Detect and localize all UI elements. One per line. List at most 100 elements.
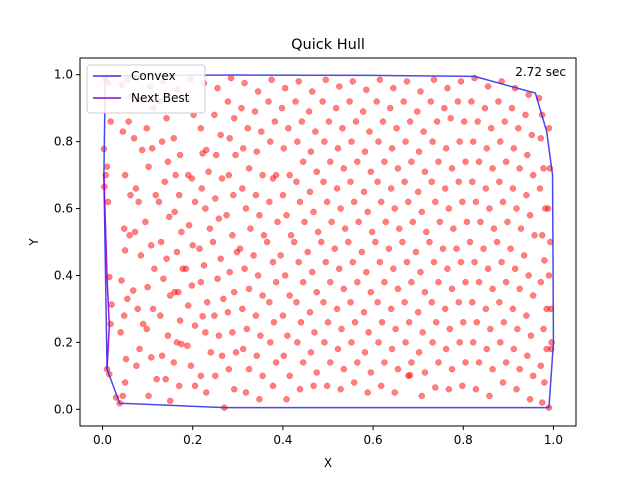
data-point-331 [375,339,382,346]
data-point-472 [498,258,505,266]
data-point-464 [495,98,502,105]
data-point-324 [377,198,385,206]
data-point-43 [136,345,143,353]
data-point-428 [456,339,463,346]
data-point-347 [388,345,396,353]
data-point-226 [299,158,307,165]
data-point-263 [322,258,329,266]
data-point-115 [206,225,214,232]
data-point-72 [157,312,164,319]
data-point-9 [108,301,115,308]
data-point-242 [313,168,320,175]
legend-frame [86,64,206,114]
data-point-396 [429,339,436,346]
data-point-161 [239,145,247,152]
data-point-401 [447,114,454,122]
data-point-334 [390,84,397,92]
points-layer [100,74,555,411]
data-point-375 [412,248,420,256]
data-point-385 [433,118,441,125]
data-point-354 [408,158,415,165]
data-point-476 [497,339,504,346]
data-point-518 [541,257,548,264]
data-point-332 [381,359,388,366]
data-point-54 [144,283,151,291]
data-point-386 [429,138,436,145]
data-point-326 [372,238,379,246]
data-point-378 [414,309,422,316]
data-point-116 [196,245,203,252]
data-point-136 [211,312,218,319]
data-point-53 [151,265,158,273]
legend: Convex Next Best [86,64,206,114]
data-point-36 [132,185,140,192]
data-point-178 [259,171,266,179]
data-point-297 [347,298,354,306]
data-point-166 [236,245,244,252]
data-point-104 [191,322,199,329]
y-tick-label-1: 0.2 [54,335,73,349]
data-point-391 [426,238,433,246]
data-point-253 [310,382,317,390]
data-point-238 [308,88,316,95]
data-point-291 [347,178,354,186]
data-point-462 [486,392,493,400]
data-point-63 [158,138,166,145]
data-point-339 [387,185,395,192]
data-point-330 [378,319,386,326]
data-point-215 [281,272,289,279]
data-point-410 [441,305,449,313]
data-point-254 [322,76,329,83]
data-point-322 [381,158,388,165]
data-point-361 [401,298,408,306]
data-point-492 [510,345,518,353]
data-point-145 [232,151,239,159]
data-point-444 [469,339,477,346]
data-point-280 [340,285,348,293]
data-point-106 [187,362,195,370]
data-point-186 [257,332,264,339]
data-point-507 [527,332,535,339]
data-point-470 [504,218,511,226]
data-point-403 [448,165,456,172]
data-point-258 [327,158,334,165]
data-point-174 [254,88,262,95]
data-point-123 [197,372,205,380]
series-line-next-best [103,174,111,370]
data-point-129 [218,175,226,182]
data-point-27 [120,312,128,319]
data-point-395 [432,319,440,326]
data-point-525 [538,399,546,406]
data-point-500 [523,191,530,199]
data-point-448 [481,104,489,112]
data-point-23 [126,232,133,239]
data-point-341 [395,225,403,232]
data-point-376 [417,268,424,276]
data-point-366 [406,371,414,379]
data-point-498 [524,151,531,159]
data-point-212 [283,211,290,219]
data-point-225 [294,138,301,145]
data-point-362 [405,319,413,326]
data-point-351 [400,98,407,105]
data-point-360 [408,278,415,286]
data-point-50 [152,191,159,199]
data-point-76 [166,397,174,405]
data-point-287 [346,98,353,105]
x-tick-label-5: 1.0 [544,433,563,447]
data-point-183 [254,272,262,279]
data-point-241 [307,148,315,155]
data-point-382 [418,392,426,400]
data-point-217 [279,312,287,319]
data-point-171 [239,345,247,353]
data-point-415 [457,78,465,85]
data-point-92 [175,382,183,390]
data-point-328 [381,278,388,286]
data-point-445 [475,359,483,366]
data-point-232 [299,278,307,286]
data-point-244 [310,208,317,216]
data-point-20 [121,171,129,179]
data-point-323 [374,178,381,186]
data-point-460 [483,345,490,353]
